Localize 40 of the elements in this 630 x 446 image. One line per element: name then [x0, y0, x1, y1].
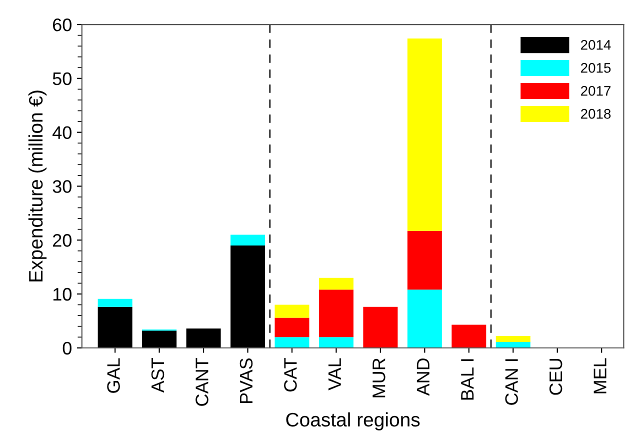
bar — [274, 304, 310, 318]
y-axis-title: Expenditure (million €) — [28, 90, 47, 282]
y-tick-label: 50 — [52, 72, 72, 86]
bar — [274, 337, 310, 348]
x-tick-label: CAT — [284, 358, 297, 392]
x-tick-label: CAN I — [505, 359, 518, 405]
x-tick-label: VAL — [328, 358, 341, 390]
x-tick-label: CEU — [549, 358, 562, 395]
legend-label: 2014 — [581, 40, 611, 50]
bar — [407, 230, 442, 290]
bar — [318, 290, 354, 338]
bar — [363, 306, 398, 348]
x-axis-title: Coastal regions — [286, 412, 420, 430]
y-tick-label: 20 — [53, 234, 72, 247]
bar — [496, 336, 530, 342]
x-tick-label: PVAS — [240, 358, 253, 403]
bar — [230, 234, 266, 246]
y-tick-label: 30 — [52, 180, 72, 193]
y-tick-label: 10 — [53, 288, 72, 301]
bar — [496, 342, 530, 348]
x-tick-label: BAL I — [461, 359, 474, 400]
legend-label: 2018 — [581, 108, 611, 119]
bar — [274, 318, 310, 338]
y-tick-label: 0 — [62, 342, 72, 355]
bar — [452, 324, 486, 348]
bar — [407, 290, 442, 348]
x-tick-label: MEL — [594, 358, 606, 394]
bar — [318, 337, 354, 348]
bar — [98, 298, 132, 307]
legend-label: 2015 — [581, 62, 611, 73]
x-tick-label: AND — [416, 358, 430, 396]
legend-label: 2017 — [581, 86, 611, 96]
y-tick-label: 60 — [53, 18, 72, 32]
x-tick-label: CANT — [196, 358, 208, 406]
x-tick-label: MUR — [372, 358, 386, 398]
x-tick-label: AST — [151, 358, 164, 393]
y-tick-label: 40 — [52, 126, 72, 140]
x-tick-label: GAL — [107, 358, 120, 393]
bar — [407, 38, 442, 231]
bar — [318, 278, 354, 290]
